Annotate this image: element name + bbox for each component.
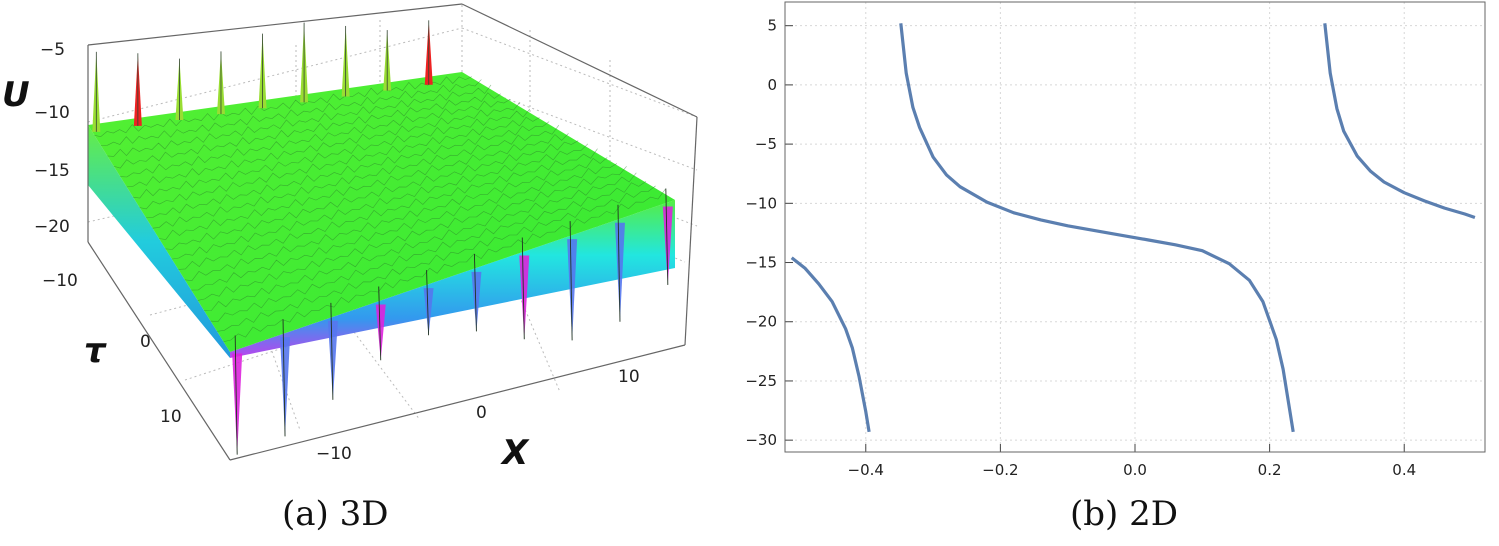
surface-mesh [88,20,675,455]
surface-ridge [165,140,579,250]
surface-spike-down [327,320,338,400]
surface-ridge [197,166,627,301]
tau-axis-ticks: −10 0 10 [42,271,182,427]
surface-ridge [171,143,589,260]
surface-ridge [107,84,492,157]
surface-spike-down [519,255,530,340]
surface-spike-edge [234,335,238,455]
x-tick-label: 0 [476,403,487,423]
surface-ridge [152,125,560,229]
z-tick-label: −10 [34,103,70,123]
surface-ridge [191,163,618,291]
surface-ridge [133,108,531,199]
surface-ridge [158,133,569,240]
y-tick-label: −20 [745,313,777,331]
z-axis-label: U [2,75,30,115]
tick-labels: −0.4 −0.2 0.0 0.2 0.4 5 0 −5 −10 −15 −20 −25 −30 [745,17,1416,479]
surface-spike-down [614,222,625,322]
surface-ridge [100,79,482,146]
surface-ridge [120,98,511,178]
surface-front-face [230,200,675,358]
x-tick-label: 10 [618,367,640,387]
caption-b: (b) 2D [1070,494,1178,534]
z-tick-label: −15 [34,161,70,181]
z-tick-label: −5 [40,40,65,60]
surface-ridge [146,121,550,219]
panel-3d: −5 −10 −15 −20 −10 0 10 −10 0 10 U τ X (… [0,0,730,546]
surface-ridge [184,157,608,282]
tau-tick-label: 10 [160,407,182,427]
x-axis-label: X [500,433,530,473]
tau-tick-label: −10 [42,271,78,291]
y-tick-label: −15 [745,254,777,272]
line-plot-2d: −0.4 −0.2 0.0 0.2 0.4 5 0 −5 −10 −15 −20 −25 −30 [745,1,1486,479]
curve-branch [790,256,871,433]
surface-spike-edge [426,270,430,336]
surface-left-face [88,125,230,358]
surface-spike-down [662,206,673,285]
surface-spike-edge [330,302,334,400]
tau-tick-label: 0 [140,332,151,352]
x-tick-label: −10 [316,444,352,464]
curve-branch [1323,23,1476,220]
surface-spike-down [375,304,386,361]
surface-ridge [139,116,540,210]
z-axis-ticks: −5 −10 −15 −20 [34,40,70,237]
plot-frame [784,1,1486,453]
surface-spike-down [423,288,434,336]
grid-lines [785,2,1485,452]
surface-spike-down [232,353,243,455]
curve-branches [790,23,1476,433]
tau-axis-label: τ [84,331,107,371]
y-tick-label: −30 [745,431,777,449]
surface-spike-down [471,271,482,332]
x-tick-label: 0.4 [1392,461,1416,479]
y-tick-label: −25 [745,372,777,390]
surface-spike-edge [617,204,621,322]
surface-spike-edge [282,319,286,437]
surface-spike-edge [569,221,573,341]
surface-spike-edge [473,253,477,332]
caption-a: (a) 3D [282,494,389,534]
surface-ridge [223,189,666,342]
surface-ridge [178,148,598,270]
y-tick-label: 5 [767,17,777,35]
y-tick-label: −5 [755,135,777,153]
surface-spike-edge [521,237,525,340]
surface-ridge [126,101,521,188]
x-axis-ticks: −10 0 10 [316,367,640,464]
surface-spike-edge [378,286,382,361]
surface-top-face [88,72,675,352]
plot-border [784,1,1486,453]
y-tick-label: −10 [745,194,777,212]
x-tick-label: 0.2 [1258,461,1282,479]
curve-branch [899,23,1295,433]
y-tick-label: 0 [767,76,777,94]
surface-ridge [94,76,472,138]
surface-ridge [217,185,656,332]
z-tick-label: −20 [34,217,70,237]
surface-spike-down [567,239,578,341]
surface-ridge [113,92,501,169]
x-tick-label: 0.0 [1123,461,1147,479]
panel-2d: −0.4 −0.2 0.0 0.2 0.4 5 0 −5 −10 −15 −20 −25 −30 (b)… [730,0,1499,546]
surface-ridge [204,172,637,312]
surface-spike-down [280,337,291,437]
x-tick-label: −0.2 [982,461,1018,479]
surface-plot-3d: −5 −10 −15 −20 −10 0 10 −10 0 10 U τ X [2,3,698,473]
box-frame [87,3,698,461]
x-tick-label: −0.4 [848,461,884,479]
surface-ridge [210,181,647,323]
surface-spike-edge [665,188,669,285]
